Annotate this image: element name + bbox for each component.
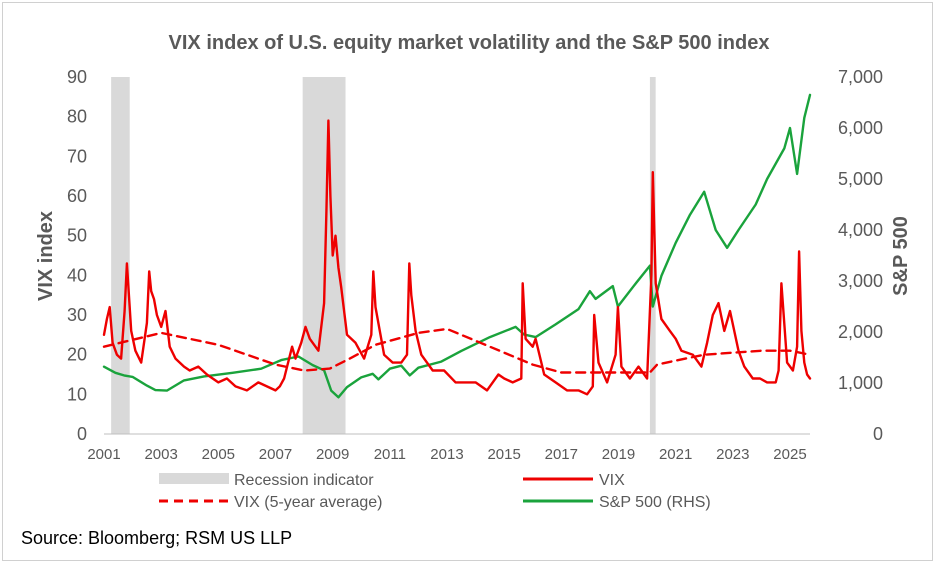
x-tick-label: 2021: [659, 446, 692, 463]
legend-label-sp500: S&P 500 (RHS): [599, 494, 711, 511]
right-tick-label: 2,000: [838, 322, 883, 342]
left-tick-label: 30: [67, 305, 87, 325]
left-tick-label: 70: [67, 146, 87, 166]
legend-label-recession: Recession indicator: [234, 472, 374, 489]
legend-label-vix-avg: VIX (5-year average): [234, 494, 383, 511]
sp500-line: [102, 93, 812, 399]
legend-label-vix: VIX: [599, 472, 625, 489]
left-tick-label: 60: [67, 186, 87, 206]
left-tick-label: 40: [67, 265, 87, 285]
right-tick-label: 6,000: [838, 118, 883, 138]
source-note: Source: Bloomberg; RSM US LLP: [21, 528, 292, 548]
x-tick-label: 2001: [87, 446, 120, 463]
x-tick-label: 2005: [202, 446, 235, 463]
x-tick-label: 2003: [144, 446, 177, 463]
left-tick-label: 80: [67, 107, 87, 127]
x-tick-label: 2015: [487, 446, 520, 463]
recession-bands: [111, 77, 656, 434]
right-axis-ticks: 0 1,000 2,000 3,000 4,000 5,000 6,000 7,000: [838, 67, 883, 444]
x-axis-ticks: 2001 2003 2005 2007 2009 2011 2013 2015 2017 2019…: [87, 446, 806, 463]
right-tick-label: 7,000: [838, 67, 883, 87]
x-tick-label: 2017: [545, 446, 578, 463]
right-axis-label: S&P 500: [890, 216, 912, 296]
left-tick-label: 50: [67, 226, 87, 246]
left-tick-label: 20: [67, 345, 87, 365]
chart: VIX index of U.S. equity market volatili…: [21, 32, 912, 548]
x-tick-label: 2007: [259, 446, 292, 463]
right-tick-label: 3,000: [838, 271, 883, 291]
x-tick-label: 2011: [374, 446, 406, 463]
recession-band-0: [111, 77, 130, 434]
chart-title: VIX index of U.S. equity market volatili…: [169, 32, 770, 54]
x-tick-label: 2019: [602, 446, 635, 463]
x-tick-label: 2025: [773, 446, 806, 463]
x-tick-label: 2023: [716, 446, 749, 463]
vix-5yr-avg-line: [102, 327, 812, 374]
x-tick-label: 2009: [316, 446, 349, 463]
right-tick-label: 4,000: [838, 220, 883, 240]
recession-band-1: [302, 77, 346, 434]
right-tick-label: 0: [873, 424, 883, 444]
left-tick-label: 0: [77, 424, 87, 444]
left-axis-label: VIX index: [35, 211, 57, 301]
legend-swatch-recession: [159, 473, 229, 484]
left-tick-label: 10: [67, 384, 87, 404]
left-tick-label: 90: [67, 67, 87, 87]
right-tick-label: 1,000: [838, 373, 883, 393]
legend: Recession indicator VIX VIX (5-year aver…: [159, 472, 711, 511]
x-tick-label: 2013: [430, 446, 463, 463]
series-layer: [102, 93, 812, 399]
vix-line: [102, 119, 812, 396]
right-tick-label: 5,000: [838, 169, 883, 189]
left-axis-ticks: 0 10 20 30 40 50 60 70 80 90: [67, 67, 87, 444]
